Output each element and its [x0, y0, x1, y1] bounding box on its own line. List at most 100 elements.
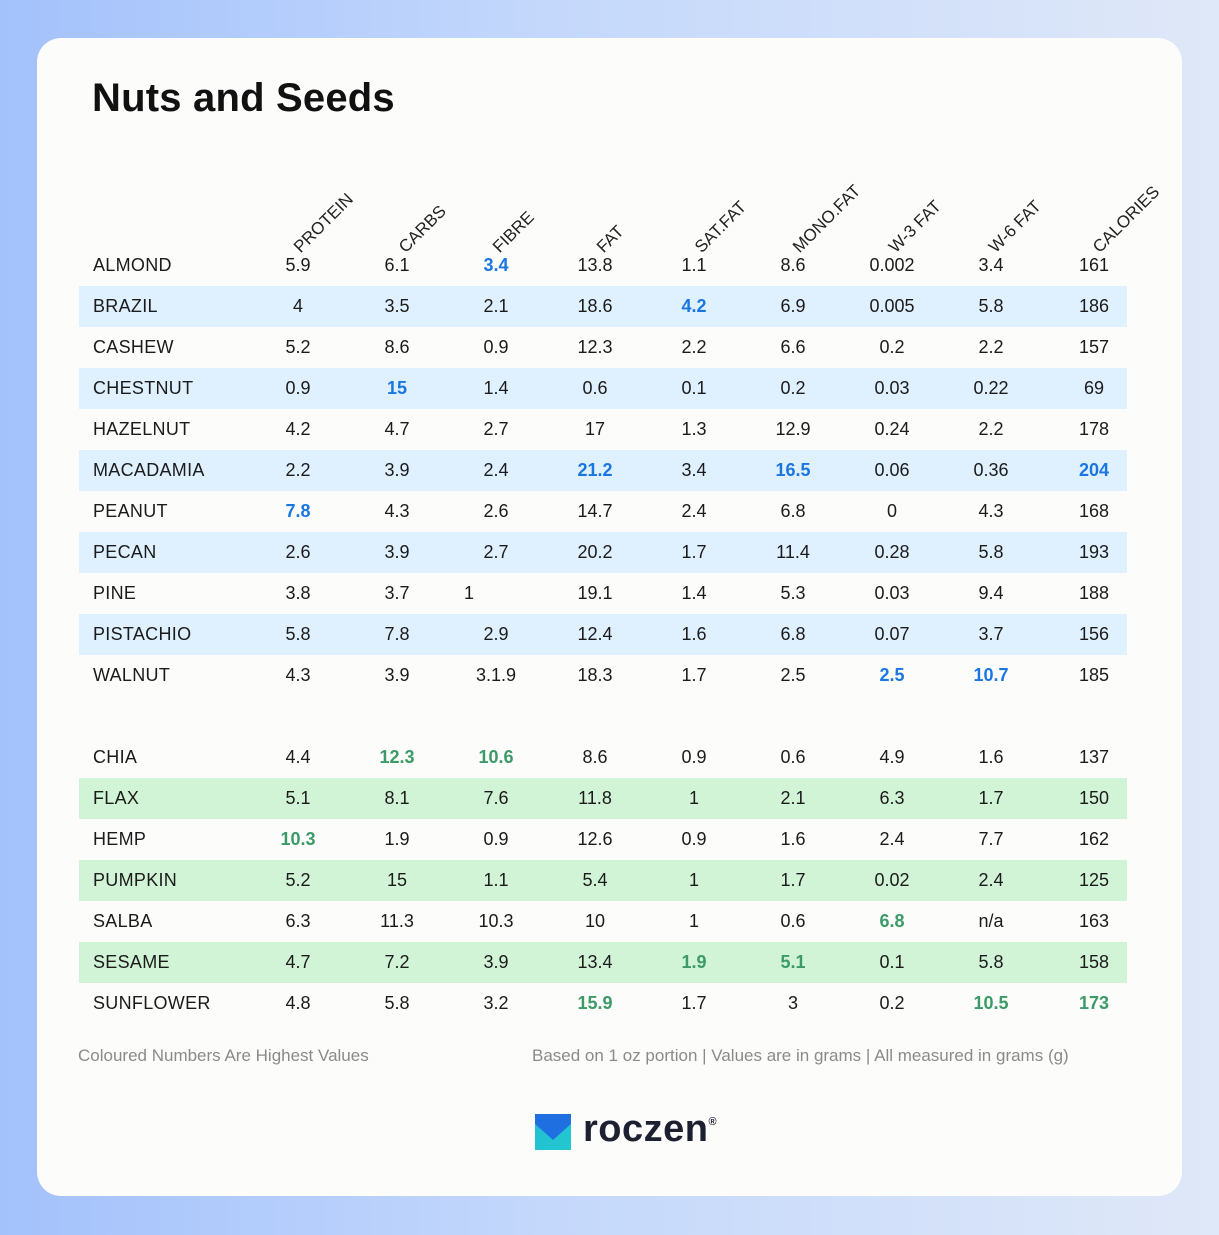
table-cell: 2.1	[780, 788, 806, 808]
table-cell: 3.1.9	[475, 665, 517, 685]
table-cell: 1.7	[681, 993, 707, 1013]
table-cell: 11.4	[776, 542, 810, 562]
row-label: PEANUT	[93, 501, 168, 521]
table-cell: 3.9	[384, 460, 410, 480]
table-cell: 163	[1078, 911, 1110, 931]
table-cell: 6.8	[780, 624, 806, 644]
table-cell: 6.9	[780, 296, 806, 316]
row-label: FLAX	[93, 788, 140, 808]
table-cell: 2.4	[879, 829, 905, 849]
table-cell: 3.8	[285, 583, 311, 603]
table-cell: 162	[1078, 829, 1110, 849]
table-cell: 12.6	[577, 829, 613, 849]
table-cell: 3.4	[681, 460, 707, 480]
table-cell: 4	[292, 296, 303, 316]
table-cell: 12.4	[577, 624, 613, 644]
table-cell: 20.2	[577, 542, 613, 562]
table-row: ALMOND 5.9 6.1 3.4 13.8 1.1 8.6 0.002 3.4 161	[79, 245, 1127, 286]
table-cell: 3.4	[483, 255, 509, 275]
table-cell: 1.1	[681, 255, 707, 275]
table-cell: n/a	[978, 911, 1004, 931]
row-label: CHESTNUT	[93, 378, 194, 398]
table-cell: 0.005	[869, 296, 915, 316]
table-cell: 0.6	[780, 747, 806, 767]
table-cell: 3.9	[483, 952, 509, 972]
table-cell: 2.7	[483, 542, 509, 562]
table-cell: 4.3	[384, 501, 410, 521]
table-cell: 10.6	[478, 747, 514, 767]
table-cell: 0.002	[869, 255, 915, 275]
table-row: SESAME 4.7 7.2 3.9 13.4 1.9 5.1 0.1 5.8 158	[79, 942, 1127, 983]
table-cell: 3.4	[978, 255, 1004, 275]
table-cell: 2.5	[780, 665, 806, 685]
row-label: PISTACHIO	[93, 624, 192, 644]
table-cell: 178	[1078, 419, 1110, 439]
table-cell: 2.4	[681, 501, 707, 521]
table-cell: 7.6	[483, 788, 509, 808]
table-cell: 17	[584, 419, 606, 439]
table-row: PECAN 2.6 3.9 2.7 20.2 1.7 11.4 0.28 5.8 193	[79, 532, 1127, 573]
table-cell: 0.06	[874, 460, 910, 480]
table-cell: 4.4	[285, 747, 311, 767]
table-cell: 15	[386, 378, 408, 398]
table-cell: 1.9	[384, 829, 410, 849]
table-cell: 1.4	[483, 378, 509, 398]
table-row: MACADAMIA 2.2 3.9 2.4 21.2 3.4 16.5 0.06 0.36 204	[79, 450, 1127, 491]
table-cell: 0.9	[285, 378, 311, 398]
table-cell: 5.9	[285, 255, 311, 275]
table-cell: 11.3	[380, 911, 414, 931]
row-label: HEMP	[93, 829, 147, 849]
table-cell: 10.7	[973, 665, 1009, 685]
table-cell: 0.9	[483, 337, 509, 357]
footnote-units: Based on 1 oz portion | Values are in gr…	[532, 1046, 1069, 1065]
table-cell: 12.3	[379, 747, 415, 767]
table-cell: 18.3	[577, 665, 613, 685]
table-cell: 0.1	[879, 952, 905, 972]
table-cell: 193	[1078, 542, 1110, 562]
table-cell: 15.9	[577, 993, 613, 1013]
table-cell: 5.8	[285, 624, 311, 644]
table-cell: 0	[886, 501, 897, 521]
table-cell: 4.7	[285, 952, 311, 972]
table-cell: 173	[1078, 993, 1110, 1013]
table-cell: 6.1	[384, 255, 410, 275]
table-cell: 5.8	[978, 952, 1004, 972]
table-cell: 13.8	[577, 255, 613, 275]
table-cell: 4.8	[285, 993, 311, 1013]
table-cell: 1.7	[681, 542, 707, 562]
table-cell: 0.6	[780, 911, 806, 931]
footnote-legend: Coloured Numbers Are Highest Values	[78, 1046, 369, 1065]
table-cell: 1.3	[681, 419, 707, 439]
table-cell: 18.6	[577, 296, 613, 316]
table-row: HEMP 10.3 1.9 0.9 12.6 0.9 1.6 2.4 7.7 162	[79, 819, 1127, 860]
table-cell: 2.7	[483, 419, 509, 439]
table-cell: 13.4	[577, 952, 613, 972]
table-cell: 3.2	[483, 993, 509, 1013]
table-cell: 1.6	[978, 747, 1004, 767]
table-cell: 0.2	[780, 378, 806, 398]
table-cell: 19.1	[577, 583, 613, 603]
row-label: SALBA	[93, 911, 153, 931]
table-cell: 7.8	[384, 624, 410, 644]
table-row: SALBA 6.3 11.3 10.3 10 1 0.6 6.8 n/a 163	[79, 901, 1127, 942]
table-cell: 4.3	[978, 501, 1004, 521]
table-cell: 8.1	[384, 788, 410, 808]
table-cell: 2.2	[681, 337, 707, 357]
row-label: HAZELNUT	[93, 419, 191, 439]
table-cell: 8.6	[384, 337, 410, 357]
table-cell: 2.2	[978, 419, 1004, 439]
row-label: PUMPKIN	[93, 870, 178, 890]
table-cell: 2.6	[285, 542, 311, 562]
table-row: FLAX 5.1 8.1 7.6 11.8 1 2.1 6.3 1.7 150	[79, 778, 1127, 819]
table-cell: 69	[1083, 378, 1105, 398]
table-cell: 1	[463, 583, 474, 603]
table-cell: 12.3	[577, 337, 613, 357]
table-cell: 2.4	[483, 460, 509, 480]
table-cell: 3.9	[384, 665, 410, 685]
table-cell: 5.8	[978, 542, 1004, 562]
table-cell: 5.3	[780, 583, 806, 603]
table-cell: 0.9	[483, 829, 509, 849]
table-cell: 6.8	[780, 501, 806, 521]
table-cell: 150	[1078, 788, 1110, 808]
table-cell: 2.2	[978, 337, 1004, 357]
